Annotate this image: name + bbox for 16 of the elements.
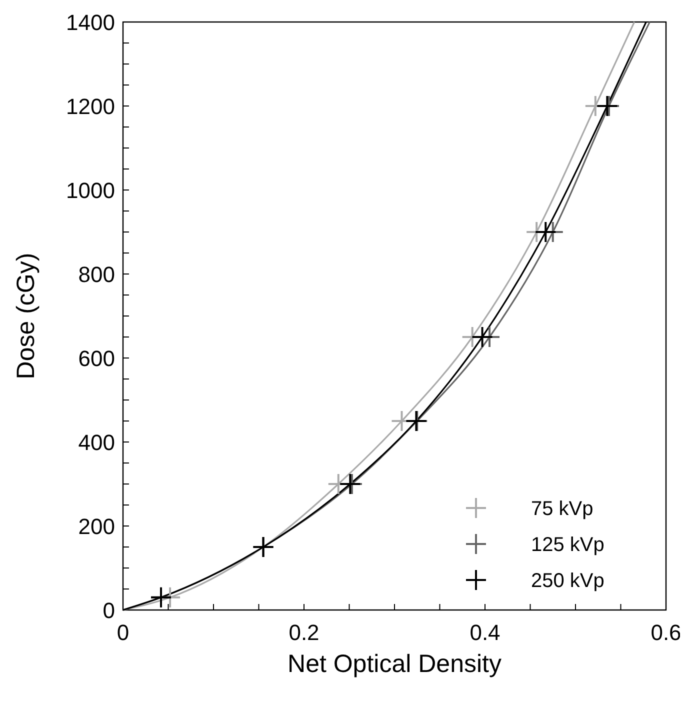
y-tick-label: 200 [78,514,115,539]
y-tick-label: 600 [78,346,115,371]
x-tick-label: 0.2 [288,620,320,645]
y-tick-label: 1200 [66,94,115,119]
x-tick-label: 0.4 [470,620,500,645]
y-tick-label: 800 [78,262,115,287]
legend-label: 250 kVp [531,570,604,592]
y-tick-label: 400 [78,430,115,455]
y-axis-title: Dose (cGy) [12,252,40,380]
y-tick-label: 0 [102,598,115,623]
legend-label: 75 kVp [531,498,594,520]
legend-label: 125 kVp [531,534,604,556]
y-tick-label: 1000 [66,178,115,203]
x-axis-title: Net Optical Density [288,650,502,678]
y-tick-label: 1400 [66,10,115,35]
x-tick-label: 0.6 [650,620,682,645]
